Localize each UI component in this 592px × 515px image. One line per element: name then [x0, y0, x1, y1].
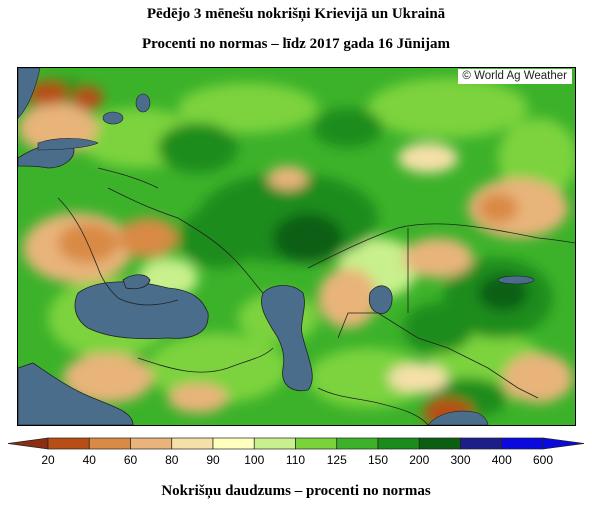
legend-swatch [336, 437, 379, 450]
legend-swatch [130, 437, 173, 450]
legend-tick-label: 200 [409, 453, 430, 467]
legend-tick-label: 100 [244, 453, 265, 467]
precipitation-map-graphic [18, 68, 575, 425]
legend-arrow-low [7, 437, 49, 450]
legend-tick-label: 600 [532, 453, 554, 467]
legend-arrow-high [542, 437, 585, 450]
legend-swatch [377, 437, 420, 450]
lake-balkhash [497, 275, 535, 285]
legend-title: Nokrišņu daudzums – procenti no normas [161, 483, 431, 499]
precipitation-map: © World Ag Weather [17, 67, 576, 426]
legend-swatch [47, 437, 90, 450]
legend-tick-label: 125 [326, 453, 347, 467]
legend-tick-label: 110 [285, 453, 306, 467]
legend-swatch [171, 437, 214, 450]
lake-onega [135, 93, 151, 113]
black-sea [74, 281, 209, 340]
legend-tick-label: 400 [491, 453, 512, 467]
persian-gulf [427, 410, 489, 425]
legend-swatch [501, 437, 544, 450]
sea-of-azov [122, 274, 151, 290]
map-title: Pēdējo 3 mēnešu nokrišņi Krievijā un Ukr… [146, 6, 446, 22]
legend-swatch [212, 437, 255, 450]
legend-colorbar [7, 437, 585, 450]
gulf-of-bothnia [18, 68, 41, 119]
map-credit: © World Ag Weather [458, 69, 572, 84]
gulf-of-finland [37, 138, 99, 151]
lake-ladoga [102, 111, 124, 125]
precip-legend [7, 437, 585, 450]
legend-swatch [460, 437, 503, 450]
legend-swatch [295, 437, 338, 450]
legend-swatch [88, 437, 131, 450]
water-bodies [18, 68, 535, 425]
caspian-sea [261, 285, 313, 392]
legend-tick-label: 90 [206, 453, 220, 467]
legend-tick-label: 60 [123, 453, 138, 467]
legend-tick-label: 20 [41, 453, 55, 467]
map-subtitle: Procenti no normas – līdz 2017 gada 16 J… [141, 36, 451, 52]
mediterranean [18, 362, 134, 425]
legend-tick-label: 300 [450, 453, 471, 467]
legend-tick-label: 80 [165, 453, 179, 467]
legend-tick-label: 150 [367, 453, 389, 467]
country-borders [57, 167, 575, 425]
legend-swatch [418, 437, 461, 450]
aral-sea [368, 285, 393, 315]
legend-tick-label: 40 [82, 453, 96, 467]
legend-swatch [253, 437, 296, 450]
